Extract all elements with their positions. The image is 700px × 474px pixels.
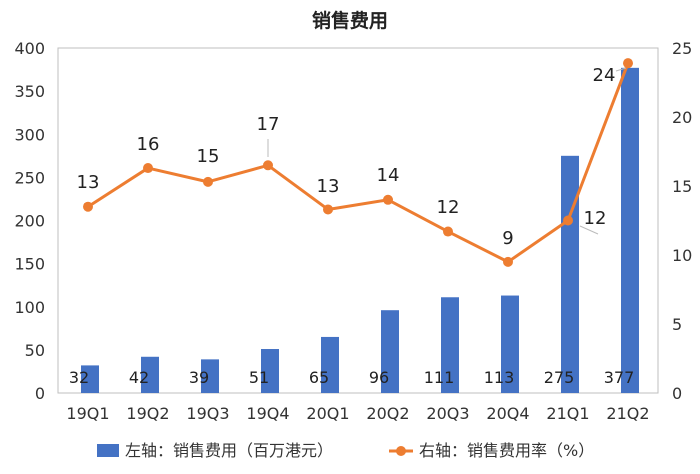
left-axis-tick-label: 100 bbox=[14, 298, 45, 317]
bar bbox=[141, 356, 159, 393]
chart-title: 销售费用 bbox=[312, 9, 388, 32]
bar bbox=[501, 295, 519, 393]
line-data-label: 15 bbox=[197, 146, 220, 167]
bar bbox=[261, 349, 279, 393]
bar bbox=[81, 365, 99, 393]
line-label-leader bbox=[615, 67, 627, 72]
line-point bbox=[83, 201, 93, 212]
left-axis-tick-label: 200 bbox=[14, 212, 45, 231]
line-point bbox=[383, 194, 393, 205]
x-axis-tick-label: 21Q2 bbox=[606, 404, 649, 423]
line-point bbox=[263, 160, 273, 171]
line-data-label: 24 bbox=[593, 65, 616, 86]
left-axis-tick-label: 50 bbox=[25, 341, 45, 360]
right-axis-tick-label: 5 bbox=[672, 315, 682, 334]
bar-series bbox=[81, 67, 639, 394]
bar bbox=[621, 67, 639, 394]
bar-data-label: 39 bbox=[189, 368, 209, 387]
bar-data-labels: 32 42 39 51 65 96 111 113 275 377 bbox=[69, 368, 634, 387]
line-point bbox=[563, 215, 573, 226]
bar-data-label: 65 bbox=[309, 368, 329, 387]
x-axis: 19Q1 19Q2 19Q3 19Q4 20Q1 20Q2 20Q3 20Q4 21Q1 21Q2 bbox=[66, 404, 649, 423]
left-axis-tick-label: 150 bbox=[14, 255, 45, 274]
bar-data-label: 377 bbox=[604, 368, 635, 387]
x-axis-tick-label: 19Q2 bbox=[126, 404, 169, 423]
line-point bbox=[323, 204, 333, 215]
left-axis-tick-label: 0 bbox=[35, 384, 45, 403]
left-axis-tick-label: 250 bbox=[14, 168, 45, 187]
bar bbox=[561, 155, 579, 393]
right-y-axis: 0 5 10 15 20 25 bbox=[672, 39, 692, 403]
right-axis-tick-label: 10 bbox=[672, 246, 692, 265]
line-point bbox=[203, 176, 213, 187]
legend-line-label: 右轴：销售费用率（%） bbox=[419, 441, 594, 460]
left-axis-tick-label: 350 bbox=[14, 82, 45, 101]
bar bbox=[441, 297, 459, 393]
line-path bbox=[87, 62, 630, 264]
bar-data-label: 113 bbox=[484, 368, 515, 387]
bar bbox=[321, 336, 339, 393]
right-axis-tick-label: 20 bbox=[672, 108, 692, 127]
right-axis-tick-label: 0 bbox=[672, 384, 682, 403]
line-data-label: 12 bbox=[437, 197, 460, 218]
line-series bbox=[83, 58, 633, 267]
left-y-axis: 0 50 100 150 200 250 300 350 400 bbox=[14, 39, 45, 403]
line-data-label: 12 bbox=[584, 208, 607, 229]
left-axis-tick-label: 400 bbox=[14, 39, 45, 58]
line-data-labels: 13 16 15 17 13 14 12 9 12 24 bbox=[77, 65, 627, 249]
x-axis-tick-label: 19Q1 bbox=[66, 404, 109, 423]
line-data-label: 13 bbox=[77, 172, 100, 193]
legend-bar-swatch bbox=[97, 444, 119, 457]
line-point bbox=[503, 256, 513, 267]
line-data-label: 17 bbox=[257, 114, 280, 135]
x-axis-tick-label: 20Q1 bbox=[306, 404, 349, 423]
bar bbox=[201, 359, 219, 393]
x-axis-tick-label: 20Q4 bbox=[486, 404, 529, 423]
line-point bbox=[143, 163, 153, 174]
line-point bbox=[623, 58, 633, 69]
bar-data-label: 96 bbox=[369, 368, 389, 387]
right-axis-tick-label: 15 bbox=[672, 177, 692, 196]
left-axis-tick-label: 300 bbox=[14, 125, 45, 144]
line-data-label: 14 bbox=[377, 165, 400, 186]
line-data-label: 13 bbox=[317, 176, 340, 197]
x-axis-tick-label: 20Q2 bbox=[366, 404, 409, 423]
line-label-leader bbox=[579, 225, 599, 235]
x-axis-tick-label: 20Q3 bbox=[426, 404, 469, 423]
x-axis-tick-label: 21Q1 bbox=[546, 404, 589, 423]
bar-data-label: 42 bbox=[129, 368, 149, 387]
legend: 左轴：销售费用（百万港元） 右轴：销售费用率（%） bbox=[97, 441, 594, 460]
x-axis-tick-label: 19Q4 bbox=[246, 404, 289, 423]
line-data-label: 9 bbox=[502, 228, 513, 249]
right-axis-tick-label: 25 bbox=[672, 39, 692, 58]
legend-bar-label: 左轴：销售费用（百万港元） bbox=[125, 441, 333, 460]
bar bbox=[381, 310, 399, 393]
bar-data-label: 32 bbox=[69, 368, 89, 387]
bar-data-label: 111 bbox=[424, 368, 455, 387]
legend-line-marker bbox=[396, 446, 406, 456]
plot-frame bbox=[57, 47, 659, 394]
bar-data-label: 51 bbox=[249, 368, 269, 387]
bar-data-label: 275 bbox=[544, 368, 575, 387]
x-axis-tick-label: 19Q3 bbox=[186, 404, 229, 423]
line-point bbox=[443, 226, 453, 237]
line-data-label: 16 bbox=[137, 134, 160, 155]
